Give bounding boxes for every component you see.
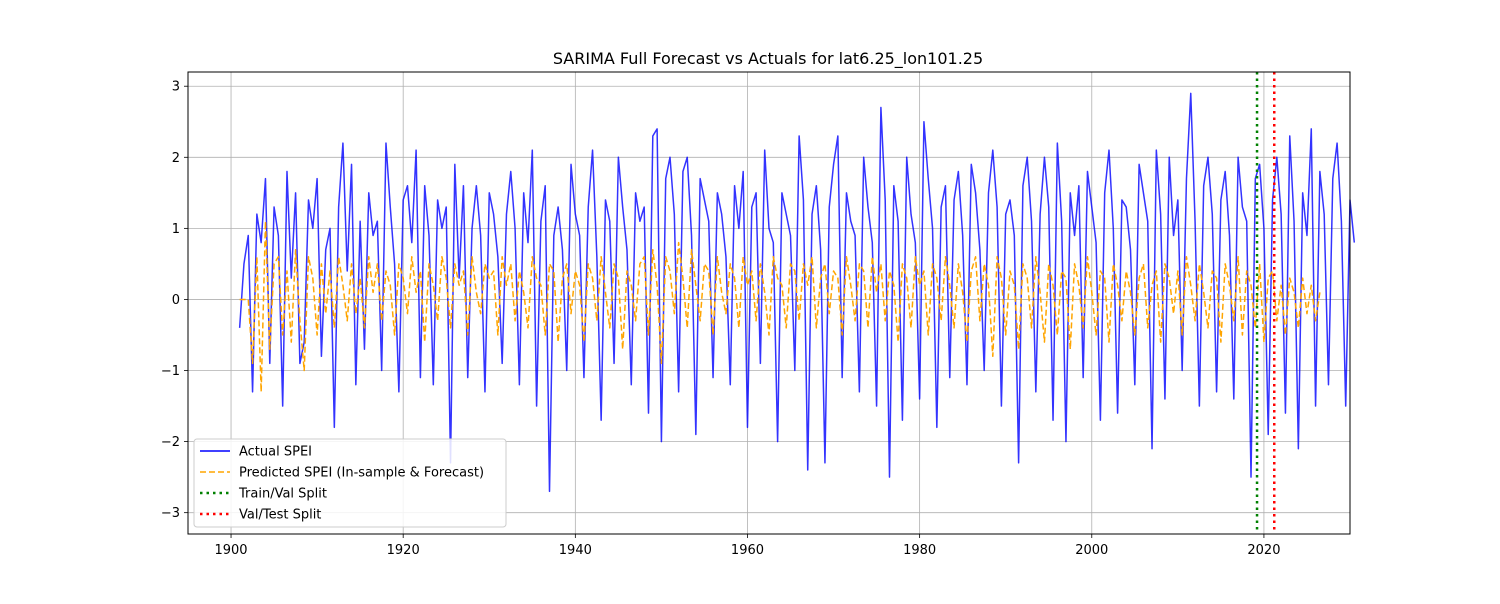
legend-entry-train-val-split-label: Train/Val Split	[238, 487, 327, 502]
x-tick-label: 1900	[214, 543, 247, 558]
y-tick-label: −2	[161, 435, 180, 450]
legend-entry-predicted-spei-label: Predicted SPEI (In-sample & Forecast)	[239, 466, 484, 481]
y-tick-label: 3	[172, 80, 180, 95]
y-tick-label: 1	[172, 222, 180, 237]
chart-title: SARIMA Full Forecast vs Actuals for lat6…	[553, 49, 983, 69]
legend-entry-val-test-split-label: Val/Test Split	[239, 508, 321, 523]
plot-frame	[187, 71, 1351, 535]
y-tick-label: 0	[172, 293, 180, 308]
series-line-actual-spei	[238, 92, 1356, 493]
vline-layer	[1255, 72, 1276, 534]
tick-layer: 1900 1920 1940 1960 1980 2000 2020 −3 −2 −1 0 1 2 3	[161, 80, 1281, 558]
x-tick-label: 1960	[731, 543, 764, 558]
legend: Actual SPEI Predicted SPEI (In-sample & F…	[193, 438, 507, 528]
x-tick-label: 2020	[1247, 543, 1280, 558]
y-tick-label: 2	[172, 151, 180, 166]
series-layer	[238, 92, 1356, 493]
x-tick-label: 1940	[559, 543, 592, 558]
legend-box	[193, 438, 507, 528]
legend-entry-actual-spei-label: Actual SPEI	[239, 445, 312, 460]
x-tick-label: 2000	[1075, 543, 1108, 558]
series-line-predicted-spei	[239, 220, 1321, 393]
x-tick-label: 1920	[387, 543, 420, 558]
y-tick-label: −1	[161, 364, 180, 379]
y-tick-label: −3	[161, 506, 180, 521]
x-tick-label: 1980	[903, 543, 936, 558]
